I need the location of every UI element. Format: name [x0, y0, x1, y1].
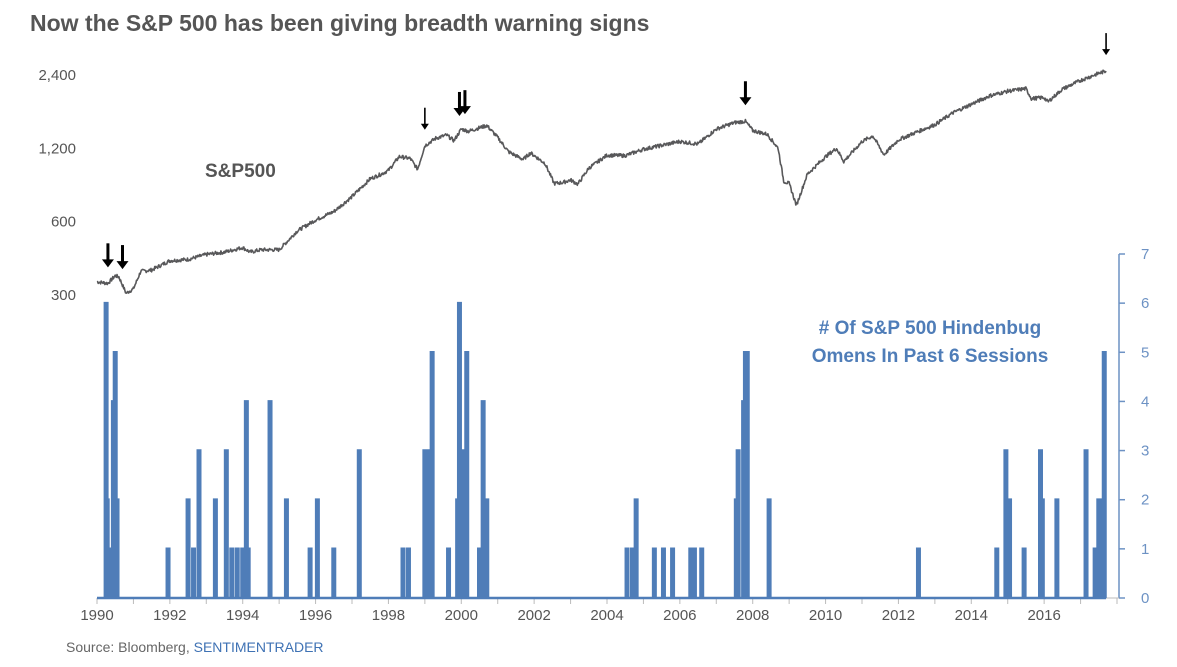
- source-prefix: Source: Bloomberg,: [66, 639, 194, 655]
- sp500-label: S&P500: [205, 161, 276, 182]
- omens-series: [97, 301, 1107, 600]
- right-tick-label: 4: [1141, 393, 1149, 410]
- x-tick-label: 2010: [809, 607, 842, 624]
- x-tick-label: 1990: [80, 607, 113, 624]
- chart-title: Now the S&P 500 has been giving breadth …: [30, 10, 650, 36]
- left-tick-label: 2,400: [38, 67, 76, 84]
- warning-arrow: [458, 90, 471, 115]
- right-tick-label: 1: [1141, 541, 1149, 558]
- series-labels: S&P500 # Of S&P 500 Hindenbug Omens In Pas…: [205, 161, 1048, 367]
- x-tick-label: 1994: [226, 607, 259, 624]
- x-tick-label: 2008: [736, 607, 769, 624]
- warning-arrow: [420, 107, 429, 130]
- warning-arrow: [116, 245, 129, 270]
- left-tick-label: 1,200: [38, 140, 76, 157]
- arrow-head: [739, 97, 752, 106]
- warning-arrow: [1102, 33, 1111, 56]
- right-tick-label: 7: [1141, 246, 1149, 263]
- x-tick-label: 2012: [882, 607, 915, 624]
- arrow-head: [116, 261, 129, 270]
- left-tick-label: 300: [51, 287, 76, 304]
- right-tick-label: 6: [1141, 295, 1149, 312]
- right-tick-label: 2: [1141, 492, 1149, 509]
- warning-arrow: [101, 243, 114, 268]
- warning-arrows: [101, 33, 1111, 270]
- omens-line: [97, 301, 1107, 600]
- omens-label-line: Omens In Past 6 Sessions: [812, 346, 1049, 367]
- x-tick-label: 1996: [299, 607, 332, 624]
- arrow-head: [1102, 49, 1111, 56]
- omens-label-line: # Of S&P 500 Hindenbug: [819, 318, 1041, 339]
- right-tick-label: 5: [1141, 344, 1149, 361]
- x-tick-label: 1992: [153, 607, 186, 624]
- arrow-head: [420, 123, 429, 130]
- right-tick-label: 3: [1141, 443, 1149, 460]
- source-brand: SENTIMENTRADER: [193, 639, 324, 655]
- x-tick-label: 2000: [445, 607, 478, 624]
- x-tick-label: 2002: [517, 607, 550, 624]
- left-tick-label: 600: [51, 214, 76, 231]
- sp500-series: [96, 69, 1107, 294]
- x-tick-label: 2016: [1027, 607, 1060, 624]
- right-tick-label: 0: [1141, 590, 1149, 607]
- left-axis: 300 600 1,200 2,400: [38, 67, 76, 304]
- x-tick-label: 2006: [663, 607, 696, 624]
- x-tick-label: 2014: [955, 607, 988, 624]
- sp500-line: [96, 69, 1107, 294]
- warning-arrow: [739, 81, 752, 106]
- x-tick-label: 1998: [372, 607, 405, 624]
- arrow-head: [458, 106, 471, 115]
- x-axis: 1990 1992 1994 1996 1998 2000 2002 2004 2006 2008…: [80, 597, 1119, 624]
- arrow-head: [101, 259, 114, 268]
- x-tick-label: 2004: [590, 607, 623, 624]
- right-axis: 0 1 2 3 4 5 6 7: [1118, 246, 1149, 607]
- source-note: Source: Bloomberg, SENTIMENTRADER: [66, 639, 324, 655]
